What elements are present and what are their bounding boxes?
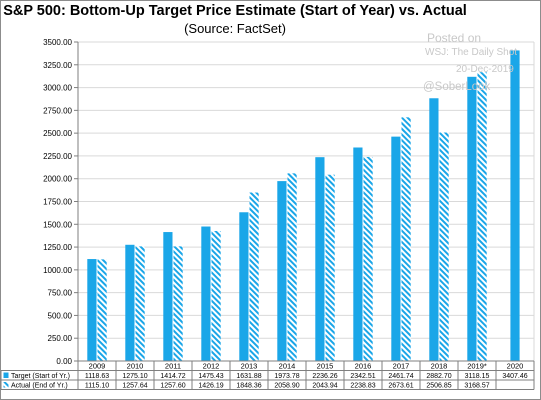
- data-label: 2236.26: [312, 373, 337, 380]
- y-tick-label: 2250.00: [43, 152, 72, 161]
- watermark-posted-on: Posted on: [427, 31, 482, 45]
- target-bar-2014: [277, 181, 287, 361]
- watermark-source: WSJ: The Daily Shot: [425, 47, 518, 58]
- data-label: 1426.19: [198, 383, 223, 390]
- target-bar-2016: [353, 147, 363, 361]
- x-category-label: 2020: [507, 362, 524, 371]
- target-bar-2009: [87, 259, 97, 361]
- y-tick-label: 1750.00: [43, 198, 72, 207]
- target-bar-2011: [163, 232, 173, 361]
- target-bar-2012: [201, 226, 211, 361]
- y-tick-label: 2500.00: [43, 129, 72, 138]
- target-bar-2020: [510, 50, 520, 362]
- data-label: 2238.83: [350, 383, 375, 390]
- actual-bar-2018: [439, 132, 449, 361]
- data-label: 1414.72: [160, 373, 185, 380]
- y-tick-label: 500.00: [48, 311, 73, 320]
- y-tick-label: 2750.00: [43, 106, 72, 115]
- actual-bar-2013: [249, 192, 259, 361]
- actual-bar-2015: [325, 174, 335, 361]
- data-label: 3118.15: [465, 373, 490, 380]
- y-tick-label: 0.00: [56, 357, 72, 366]
- chart-subtitle: (Source: FactSet): [184, 21, 286, 36]
- legend-entry: Target (Start of Yr.): [11, 373, 70, 380]
- data-label: 1118.63: [85, 373, 109, 380]
- target-bar-2018: [429, 98, 439, 362]
- x-category-label: 2014: [279, 362, 296, 371]
- x-category-label: 2016: [355, 362, 372, 371]
- legend-entry: Actual (End of Yr.): [11, 383, 68, 390]
- data-label: 1115.10: [85, 383, 109, 390]
- actual-bar-2011: [173, 246, 183, 361]
- actual-bar-2010: [135, 246, 145, 361]
- data-label: 1257.64: [122, 383, 147, 390]
- y-tick-label: 2000.00: [43, 175, 72, 184]
- y-tick-label: 750.00: [48, 289, 73, 298]
- x-category-label: 2019*: [467, 362, 487, 371]
- data-label: 2461.74: [388, 373, 413, 380]
- legend-key: [3, 382, 9, 388]
- data-label: 2673.61: [388, 383, 413, 390]
- x-category-label: 2018: [431, 362, 448, 371]
- data-label: 2506.85: [426, 383, 451, 390]
- data-label: 1475.43: [198, 373, 223, 380]
- data-label: 2342.51: [350, 373, 375, 380]
- target-bar-2013: [239, 212, 249, 361]
- actual-bar-2014: [287, 173, 297, 361]
- data-label: 1973.78: [274, 373, 299, 380]
- target-bar-2019: [467, 76, 477, 361]
- target-bar-2010: [125, 244, 135, 361]
- data-label: 1275.10: [122, 373, 147, 380]
- data-label: 2058.90: [274, 383, 299, 390]
- legend-key: [3, 372, 9, 378]
- data-label: 1631.88: [236, 373, 261, 380]
- y-tick-label: 250.00: [48, 334, 73, 343]
- y-tick-label: 1500.00: [43, 220, 72, 229]
- y-tick-label: 1000.00: [43, 266, 72, 275]
- y-tick-label: 1250.00: [43, 243, 72, 252]
- x-category-label: 2013: [241, 362, 258, 371]
- y-tick-label: 3000.00: [43, 84, 72, 93]
- watermark-handle: @SoberLook: [423, 81, 491, 93]
- actual-bar-2016: [363, 156, 373, 361]
- x-category-label: 2012: [203, 362, 220, 371]
- data-label: 2882.70: [426, 373, 451, 380]
- x-category-label: 2010: [127, 362, 144, 371]
- x-category-label: 2017: [393, 362, 410, 371]
- x-category-label: 2009: [89, 362, 106, 371]
- y-tick-label: 3500.00: [43, 38, 72, 47]
- data-label: 2043.94: [312, 383, 337, 390]
- data-label: 1257.60: [160, 383, 185, 390]
- y-tick-label: 3250.00: [43, 61, 72, 70]
- chart-title: S&P 500: Bottom-Up Target Price Estimate…: [3, 3, 467, 19]
- actual-bar-2017: [401, 117, 411, 361]
- data-label: 3168.57: [464, 383, 489, 390]
- watermark-date: 20-Dec-2019: [456, 64, 514, 75]
- actual-bar-2009: [97, 259, 107, 361]
- data-label: 3407.46: [502, 373, 527, 380]
- target-bar-2017: [391, 136, 401, 361]
- actual-bar-2012: [211, 231, 221, 361]
- x-category-label: 2015: [317, 362, 334, 371]
- data-label: 1848.36: [236, 383, 261, 390]
- actual-bar-2019: [477, 72, 487, 362]
- x-category-label: 2011: [165, 362, 181, 371]
- target-bar-2015: [315, 157, 325, 361]
